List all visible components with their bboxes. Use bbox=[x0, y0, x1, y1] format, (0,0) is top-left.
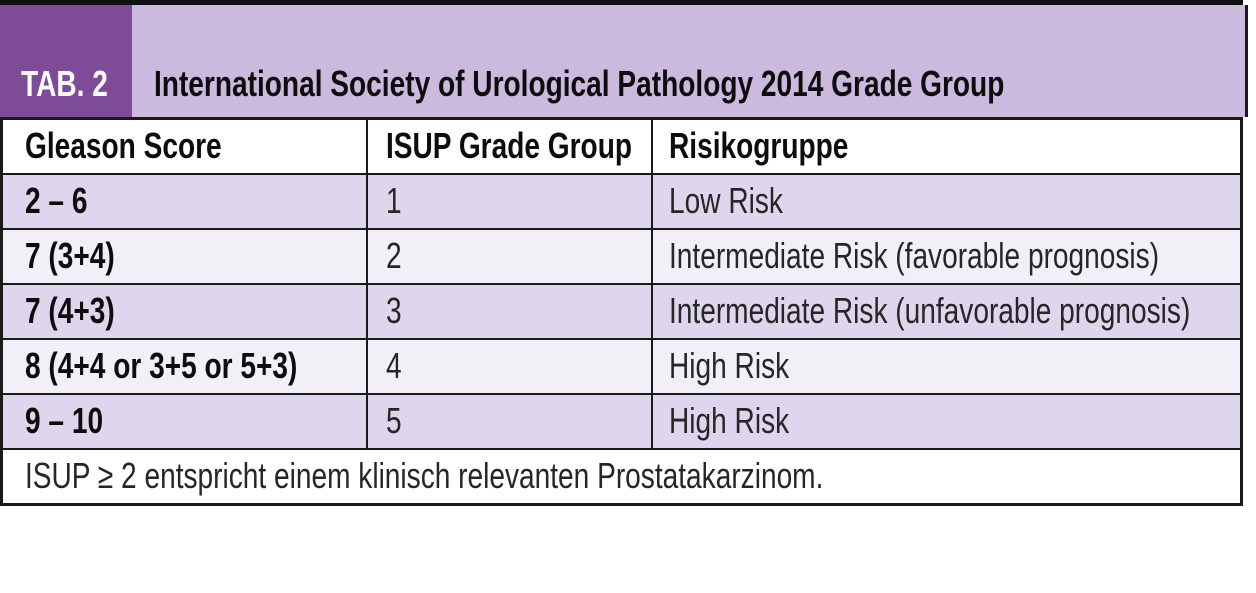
footnote-row: ISUP ≥ 2 entspricht einem klinisch relev… bbox=[0, 447, 1243, 506]
footnote-text: ISUP ≥ 2 entspricht einem klinisch relev… bbox=[25, 455, 824, 497]
cell-isup-grade: 2 bbox=[365, 227, 653, 285]
column-header-risikogruppe: Risikogruppe bbox=[650, 117, 1243, 175]
footnote-cell: ISUP ≥ 2 entspricht einem klinisch relev… bbox=[0, 447, 1243, 506]
table-row: 7 (4+3) 3 Intermediate Risk (unfavorable… bbox=[0, 282, 1243, 340]
table-row: 2 – 6 1 Low Risk bbox=[0, 172, 1243, 230]
column-header-gleason-score: Gleason Score bbox=[0, 117, 368, 175]
cell-gleason-score: 7 (3+4) bbox=[0, 227, 368, 285]
cell-isup-grade: 1 bbox=[365, 172, 653, 230]
table-row: 9 – 10 5 High Risk bbox=[0, 392, 1243, 450]
cell-risk-group: Low Risk bbox=[650, 172, 1243, 230]
cell-risk-group: High Risk bbox=[650, 392, 1243, 450]
table-title-strip: International Society of Urological Path… bbox=[132, 5, 1248, 117]
cell-risk-group: Intermediate Risk (unfavorable prognosis… bbox=[650, 282, 1243, 340]
cell-isup-grade: 5 bbox=[365, 392, 653, 450]
cell-gleason-score: 8 (4+4 or 3+5 or 5+3) bbox=[0, 337, 368, 395]
cell-gleason-score: 2 – 6 bbox=[0, 172, 368, 230]
cell-isup-grade: 3 bbox=[365, 282, 653, 340]
table-figure: TAB. 2 International Society of Urologic… bbox=[0, 0, 1248, 506]
cell-isup-grade: 4 bbox=[365, 337, 653, 395]
cell-risk-group: High Risk bbox=[650, 337, 1243, 395]
column-header-row: Gleason Score ISUP Grade Group Risikogru… bbox=[0, 117, 1243, 175]
tab-number-box: TAB. 2 bbox=[0, 5, 133, 117]
table-title: International Society of Urological Path… bbox=[154, 63, 1005, 104]
table-header-band: TAB. 2 International Society of Urologic… bbox=[0, 0, 1248, 117]
cell-gleason-score: 9 – 10 bbox=[0, 392, 368, 450]
cell-risk-group: Intermediate Risk (favorable prognosis) bbox=[650, 227, 1243, 285]
tab-number-label: TAB. 2 bbox=[21, 63, 108, 104]
table-row: 7 (3+4) 2 Intermediate Risk (favorable p… bbox=[0, 227, 1243, 285]
cell-gleason-score: 7 (4+3) bbox=[0, 282, 368, 340]
column-header-isup-grade-group: ISUP Grade Group bbox=[365, 117, 653, 175]
grade-group-table: Gleason Score ISUP Grade Group Risikogru… bbox=[0, 117, 1243, 506]
table-row: 8 (4+4 or 3+5 or 5+3) 4 High Risk bbox=[0, 337, 1243, 395]
